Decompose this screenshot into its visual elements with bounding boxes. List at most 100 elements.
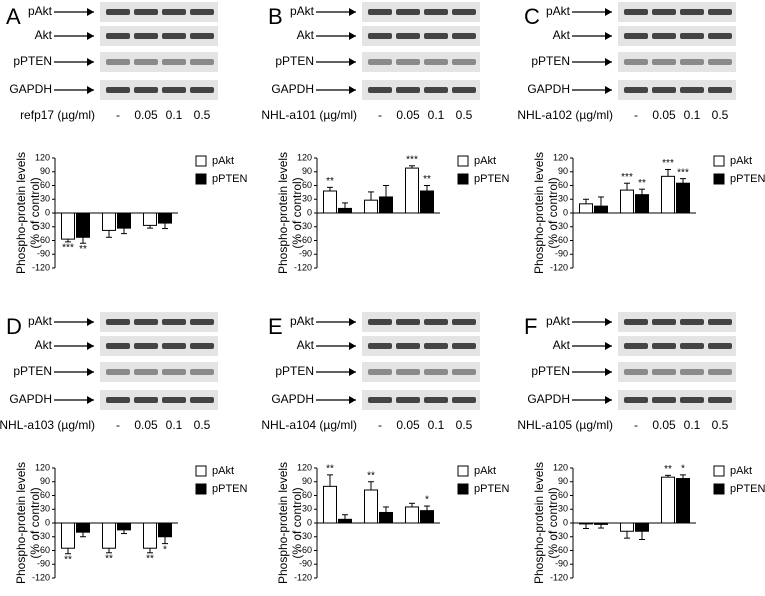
y-tick-label: 90 [302,166,312,176]
treatment-label: NHL-a105 (µg/ml) [517,418,613,432]
bar [420,190,434,214]
panel-label: A [6,4,21,29]
bar [620,522,634,532]
blot-label: pAkt [28,314,53,328]
dose-label: 0.5 [194,108,211,122]
bar [620,189,634,214]
dose-label: - [378,418,382,432]
y-tick-label: -60 [299,545,312,555]
bar [594,205,608,214]
blot-label: GAPDH [9,82,52,96]
blot-strip [362,2,480,22]
blot-strip [362,336,480,356]
arrowhead [87,342,94,350]
blot-band [396,87,420,93]
arrowhead [605,368,612,376]
legend-swatch [713,173,725,185]
blot-strip [362,390,480,410]
panel-label: E [268,314,283,339]
legend-swatch [195,483,207,495]
blot-band [624,59,648,65]
dose-label: 0.05 [396,108,420,122]
legend-swatch [195,155,207,167]
blot-strip [100,2,218,22]
panel-label: D [6,314,22,339]
blot-label: pPTEN [531,364,570,378]
arrowhead [349,318,356,326]
y-tick-label: -30 [555,531,568,541]
blot-band [162,369,186,375]
bar [117,522,131,531]
blot-band [106,343,130,349]
blot-band [424,9,448,15]
blot-strip [618,312,736,332]
arrowhead [349,368,356,376]
blot-band [708,369,732,375]
blot-strip [100,52,218,72]
blot-band [424,319,448,325]
blot-band [680,33,704,39]
treatment-label: NHL-a104 (µg/ml) [261,418,357,432]
significance: ** [64,554,72,565]
y-tick-label: 30 [40,504,50,514]
blot-band [680,59,704,65]
bar [420,510,434,524]
arrowhead [87,368,94,376]
y-tick-label: 90 [40,166,50,176]
blot-band [162,9,186,15]
bar [143,522,157,549]
treatment-label: NHL-a103 (µg/ml) [0,418,95,432]
y-axis-label: (% of control) [290,177,304,248]
blot-band [708,343,732,349]
blot-label: Akt [35,28,53,42]
panel-label: B [268,4,283,29]
y-tick-label: 90 [558,166,568,176]
blot-label: GAPDH [527,82,570,96]
blot-band [708,9,732,15]
y-tick-label: 0 [45,207,50,217]
y-tick-label: 0 [563,207,568,217]
blot-band [624,369,648,375]
y-tick-label: 120 [35,462,50,472]
legend-label: pAkt [212,155,234,167]
blot-band [162,319,186,325]
blot-band [624,9,648,15]
y-tick-label: -120 [32,262,50,272]
bar [102,522,116,549]
blot-band [368,59,392,65]
bar [364,489,378,524]
y-tick-label: -120 [294,262,312,272]
blot-band [162,59,186,65]
blot-band [162,397,186,403]
y-tick-label: 30 [558,194,568,204]
legend-swatch [713,155,725,167]
arrowhead [87,32,94,40]
y-tick-label: -90 [37,559,50,569]
blot-strip [618,80,736,100]
y-axis-label: (% of control) [28,177,42,248]
y-tick-label: -60 [37,235,50,245]
blot-label: GAPDH [271,392,314,406]
y-tick-label: 120 [297,152,312,162]
dose-label: 0.1 [166,108,183,122]
bar [61,212,75,240]
blot-label: pPTEN [275,54,314,68]
blot-band [624,319,648,325]
blot-band [708,59,732,65]
blot-band [134,369,158,375]
dose-label: 0.05 [396,418,420,432]
blot-band [452,343,476,349]
blot-label: GAPDH [527,392,570,406]
blot-label: pPTEN [531,54,570,68]
arrowhead [605,86,612,94]
legend-label: pAkt [730,465,752,477]
blot-strip [362,52,480,72]
y-tick-label: 120 [35,152,50,162]
blot-band [452,33,476,39]
treatment-label: NHL-a102 (µg/ml) [517,108,613,122]
blot-label: pAkt [546,314,571,328]
y-axis-label: Phospho-protein levels [14,152,28,274]
